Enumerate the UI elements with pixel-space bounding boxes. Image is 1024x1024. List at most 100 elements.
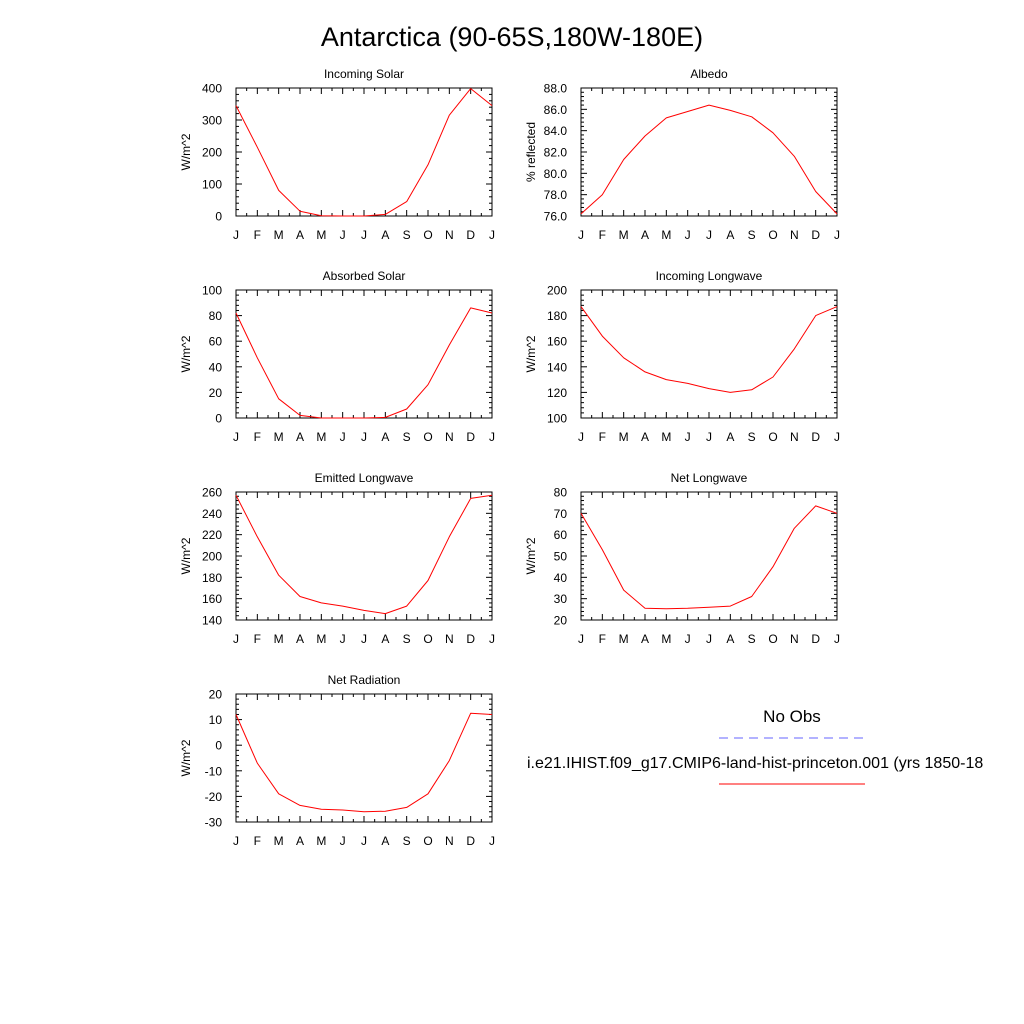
panel-3-xtick-label: M (274, 430, 284, 444)
panel-4-ytick-label: 100 (547, 412, 567, 426)
panel-1-ytick-label: 300 (202, 114, 222, 128)
panel-5-ytick-label: 200 (202, 550, 222, 564)
panel-4-xtick-label: D (811, 430, 820, 444)
figure-title: Antarctica (90-65S,180W-180E) (321, 22, 703, 52)
panel-3-frame (235, 289, 493, 419)
panel-1-xtick-label: F (254, 228, 261, 242)
panel-7-xtick-label: N (445, 834, 454, 848)
panel-7-xtick-label: S (403, 834, 411, 848)
panel-3-xtick-label: J (340, 430, 346, 444)
panel-3-xtick-label: J (361, 430, 367, 444)
panel-5-xtick-label: O (423, 632, 432, 646)
panel-2-ytick-label: 76.0 (544, 210, 568, 224)
panel-5-title: Emitted Longwave (315, 471, 414, 485)
panel-2-xtick-label: A (726, 228, 734, 242)
panel-5-ytick-label: 180 (202, 571, 222, 585)
panel-1-xtick-label: J (489, 228, 495, 242)
panel-5-xtick-label: A (296, 632, 304, 646)
panel-7-series-line (235, 712, 493, 813)
legend-model-label: i.e21.IHIST.f09_g17.CMIP6-land-hist-prin… (527, 755, 983, 772)
panel-3-ylabel: W/m^2 (179, 335, 193, 372)
panel-5-frame (235, 491, 493, 621)
panel-1-ylabel: W/m^2 (179, 133, 193, 170)
panel-7-ytick-label: 10 (209, 713, 223, 727)
panel-6-frame (580, 491, 838, 621)
panel-6-ytick-label: 30 (554, 592, 568, 606)
panel-2-xtick-label: J (685, 228, 691, 242)
legend: No Obs i.e21.IHIST.f09_g17.CMIP6-land-hi… (527, 707, 983, 785)
panel-7-ytick-label: 20 (209, 688, 223, 702)
panel-5-xtick-label: J (361, 632, 367, 646)
panel-6-xtick-label: A (641, 632, 649, 646)
panel-2-xtick-label: M (619, 228, 629, 242)
panel-2-xtick-label: J (834, 228, 840, 242)
panel-1-xtick-label: S (403, 228, 411, 242)
panel-6-xtick-label: O (768, 632, 777, 646)
panel-7-xtick-label: O (423, 834, 432, 848)
panel-6-xtick-label: J (834, 632, 840, 646)
panel-1-xtick-label: N (445, 228, 454, 242)
panel-6-ytick-label: 80 (554, 486, 568, 500)
panel-1-ytick-label: 100 (202, 178, 222, 192)
panel-3-xtick-label: A (296, 430, 304, 444)
panel-1-xtick-label: J (361, 228, 367, 242)
panel-6-xtick-label: D (811, 632, 820, 646)
panel-4-xtick-label: A (641, 430, 649, 444)
panel-4-ytick-label: 120 (547, 386, 567, 400)
panel-1-xtick-label: J (233, 228, 239, 242)
panel-7-frame (235, 693, 493, 823)
panel-1-ytick-label: 400 (202, 82, 222, 96)
panel-6-xtick-label: M (619, 632, 629, 646)
panel-5-xtick-label: N (445, 632, 454, 646)
panel-2-xtick-label: F (599, 228, 606, 242)
panel-2-xtick-label: M (661, 228, 671, 242)
panel-3-xtick-label: J (233, 430, 239, 444)
panel-7-xtick-label: J (489, 834, 495, 848)
panel-3-xtick-label: J (489, 430, 495, 444)
panel-4-xtick-label: N (790, 430, 799, 444)
panel-6-ylabel: W/m^2 (524, 537, 538, 574)
panel-6-series-line (580, 505, 838, 610)
panel-1-xtick-label: J (340, 228, 346, 242)
panel-1-xtick-label: M (316, 228, 326, 242)
panel-7-xtick-label: D (466, 834, 475, 848)
panel-2-xtick-label: J (706, 228, 712, 242)
panel-6-ytick-label: 20 (554, 614, 568, 628)
panel-7-ytick-label: -30 (205, 816, 223, 830)
panel-7-xtick-label: M (316, 834, 326, 848)
panel-4-xtick-label: S (748, 430, 756, 444)
panel-4-xtick-label: A (726, 430, 734, 444)
panel-3-xtick-label: N (445, 430, 454, 444)
panel-3-xtick-label: F (254, 430, 261, 444)
panel-3-title: Absorbed Solar (323, 269, 406, 283)
panel-4-xtick-label: J (706, 430, 712, 444)
panel-7-title: Net Radiation (328, 673, 401, 687)
panel-6-xtick-label: J (706, 632, 712, 646)
panel-1-ytick-label: 200 (202, 146, 222, 160)
panel-1-xtick-label: M (274, 228, 284, 242)
panel-6-xtick-label: N (790, 632, 799, 646)
panel-2-ylabel: % reflected (524, 122, 538, 182)
panel-4-ytick-label: 140 (547, 360, 567, 374)
panel-4-xtick-label: J (578, 430, 584, 444)
panel-3-ytick-label: 0 (215, 412, 222, 426)
panel-5-series-line (235, 494, 493, 615)
panel-2-xtick-label: J (578, 228, 584, 242)
panel-6-xtick-label: S (748, 632, 756, 646)
panel-2-xtick-label: N (790, 228, 799, 242)
panel-3-series-line (235, 307, 493, 419)
panel-1-xtick-label: A (381, 228, 389, 242)
panel-7-xtick-label: A (381, 834, 389, 848)
panel-5-xtick-label: F (254, 632, 261, 646)
panel-7-ylabel: W/m^2 (179, 739, 193, 776)
panel-4-ytick-label: 200 (547, 284, 567, 298)
panel-4-title: Incoming Longwave (656, 269, 763, 283)
panel-2-ytick-label: 86.0 (544, 103, 568, 117)
panel-2-title: Albedo (690, 67, 728, 81)
